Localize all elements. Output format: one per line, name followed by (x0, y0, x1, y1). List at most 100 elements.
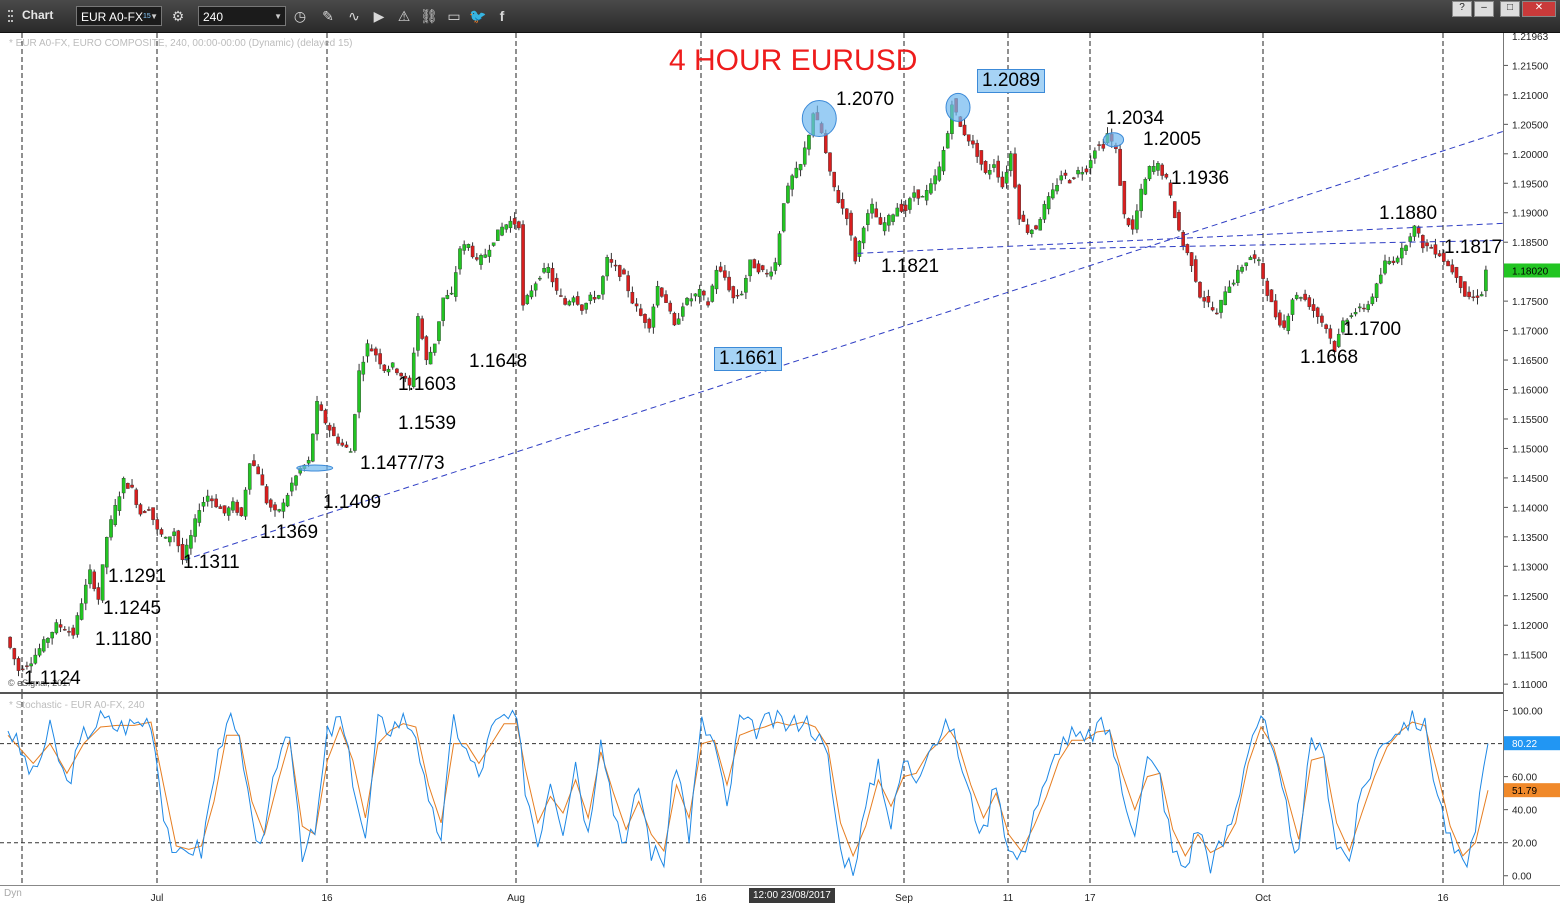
title-bar: Chart EUR A0-FX15 ▼ ⚙ 240 ▼ ◷ ✎ ∿ ▶ ⚠ ⛓ … (0, 0, 1560, 33)
annotation-1-1817: 1.1817 (1444, 237, 1503, 258)
dyn-label[interactable]: Dyn (4, 888, 22, 899)
candle-up (496, 229, 500, 241)
candle-down (1437, 253, 1442, 257)
candle-down (1017, 184, 1021, 220)
candle-up (79, 603, 84, 620)
candle-up (1290, 299, 1295, 315)
help-button[interactable]: ? (1452, 1, 1472, 17)
candle-up (1374, 283, 1379, 298)
candle-up (567, 301, 572, 306)
candle-up (437, 321, 441, 341)
candle-up (121, 478, 126, 494)
candle-down (1282, 320, 1286, 328)
candle-up (41, 639, 46, 652)
candle-down (210, 498, 214, 502)
facebook-icon[interactable]: f (499, 8, 505, 24)
candle-down (273, 504, 277, 511)
candle-down (1084, 168, 1089, 173)
price-tick-label: 1.20000 (1512, 150, 1549, 161)
candle-down (517, 221, 521, 229)
chat-icon[interactable]: ▭ (447, 8, 461, 24)
minimize-button[interactable]: – (1474, 1, 1494, 17)
candle-down (823, 133, 828, 153)
wave-icon[interactable]: ∿ (348, 8, 360, 24)
candle-up (933, 175, 937, 185)
candle-down (706, 301, 710, 306)
annotation-1-1668: 1.1668 (1300, 347, 1359, 368)
candle-down (126, 483, 130, 489)
candle-down (403, 375, 408, 379)
restore-button[interactable]: □ (1500, 1, 1520, 17)
candle-up (538, 277, 542, 280)
candle-down (1391, 260, 1396, 263)
candle-up (117, 496, 122, 511)
alert-icon[interactable]: ⚠ (397, 8, 411, 24)
candle-up (504, 224, 509, 230)
link-icon[interactable]: ⛓ (420, 8, 438, 24)
candle-down (92, 571, 96, 590)
candle-up (83, 584, 88, 604)
candle-up (184, 544, 189, 561)
candle-down (395, 368, 399, 374)
candle-down (580, 304, 584, 311)
candle-down (1063, 172, 1068, 176)
axis-svg: 1.21500 1.21000 1.20500 1.20000 1.19500 1.190… (1504, 33, 1560, 883)
candle-up (445, 295, 450, 299)
settings-icon[interactable]: ⚙ (171, 8, 185, 24)
candle-down (849, 212, 853, 236)
candle-up (466, 244, 471, 248)
candle-up (1219, 299, 1223, 313)
candle-down (634, 303, 639, 307)
candle-down (1193, 259, 1198, 282)
candle-down (660, 287, 664, 297)
candle-down (1332, 340, 1337, 353)
annotation-1-1661: 1.1661 (714, 347, 783, 371)
candle-up (525, 295, 530, 304)
candle-up (1484, 269, 1488, 292)
pencil-icon[interactable]: ✎ (322, 8, 334, 24)
candle-up (714, 269, 719, 290)
highlight-marker (1103, 132, 1125, 148)
candle-down (592, 297, 597, 300)
annotation-1-1291: 1.1291 (108, 566, 167, 587)
candle-up (315, 401, 319, 435)
candle-up (113, 505, 118, 525)
candle-down (218, 506, 223, 509)
candle-down (756, 263, 761, 273)
chevron-down-icon[interactable]: ▼ (150, 12, 158, 21)
chevron-down-icon[interactable]: ▼ (274, 12, 282, 21)
stochastic-chart-svg (0, 694, 1503, 884)
clock-icon[interactable]: ◷ (293, 8, 307, 24)
twitter-icon[interactable]: 🐦 (469, 8, 487, 24)
price-tick-label: 1.12500 (1512, 592, 1549, 603)
symbol-input[interactable]: EUR A0-FX15 ▼ (76, 6, 162, 26)
candle-up (870, 203, 874, 214)
candle-up (1412, 225, 1417, 237)
candle-down (1463, 281, 1467, 297)
annotation-1-1477: 1.1477/73 (360, 453, 445, 474)
candle-down (159, 529, 164, 535)
candle-up (201, 502, 206, 507)
interval-input[interactable]: 240 ▼ (198, 6, 286, 26)
candle-down (1185, 244, 1190, 254)
play-icon[interactable]: ▶ (373, 8, 385, 24)
candle-up (987, 170, 992, 175)
stochastic-panel[interactable] (0, 694, 1503, 884)
price-tick-label: 1.13500 (1512, 533, 1549, 544)
close-button[interactable]: ✕ (1522, 1, 1556, 17)
candle-down (735, 294, 740, 297)
price-axis[interactable]: 1.21500 1.21000 1.20500 1.20000 1.19500 1.190… (1503, 33, 1560, 885)
candle-down (874, 208, 879, 218)
candle-down (1311, 304, 1316, 311)
time-tick-label: Sep (895, 893, 913, 904)
candle-down (1416, 226, 1421, 234)
candle-up (285, 494, 290, 507)
panel-divider[interactable] (0, 692, 1560, 694)
candle-down (332, 426, 336, 437)
candle-up (588, 294, 593, 301)
candle-up (1387, 260, 1391, 264)
grip-icon[interactable] (8, 10, 14, 22)
candle-down (1189, 252, 1194, 266)
candle-up (1341, 320, 1345, 333)
